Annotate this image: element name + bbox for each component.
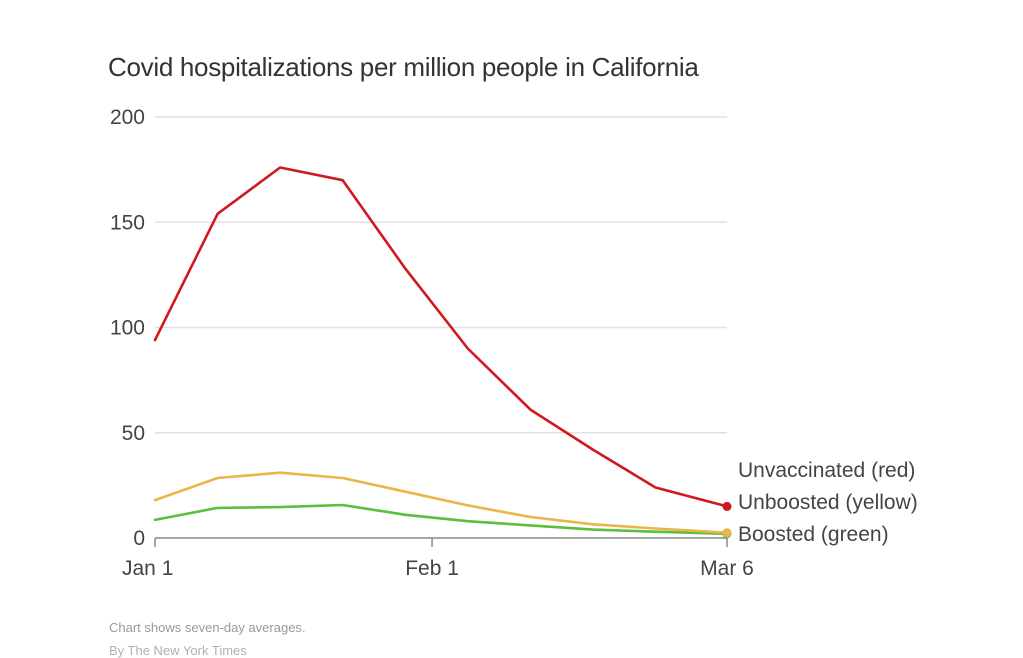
x-tick-label-0: Jan 1 [122,557,173,580]
gridlines [155,117,727,433]
y-axis-ticks: 0 50 100 150 200 [110,106,145,550]
y-tick-label-100: 100 [110,317,145,340]
series-line-0 [155,168,727,507]
y-tick-label-150: 150 [110,211,145,234]
series-line-1 [155,473,727,533]
x-axis-ticks: Jan 1 Feb 1 Mar 6 [122,538,754,580]
chart-note: Chart shows seven-day averages. [109,620,306,635]
legend-label-2: Boosted (green) [738,523,889,546]
series-lines [155,168,732,539]
end-marker-1 [723,528,732,537]
series-line-2 [155,505,727,534]
x-tick-label-2: Mar 6 [700,557,754,580]
y-tick-label-200: 200 [110,106,145,129]
legend-label-0: Unvaccinated (red) [738,459,915,482]
legend: Unvaccinated (red) Unboosted (yellow) Boos… [738,459,918,546]
y-tick-label-0: 0 [133,527,145,550]
chart-credit: By The New York Times [109,643,247,658]
end-marker-0 [723,502,732,511]
y-tick-label-50: 50 [122,422,145,445]
x-tick-label-1: Feb 1 [405,557,459,580]
legend-label-1: Unboosted (yellow) [738,491,918,514]
